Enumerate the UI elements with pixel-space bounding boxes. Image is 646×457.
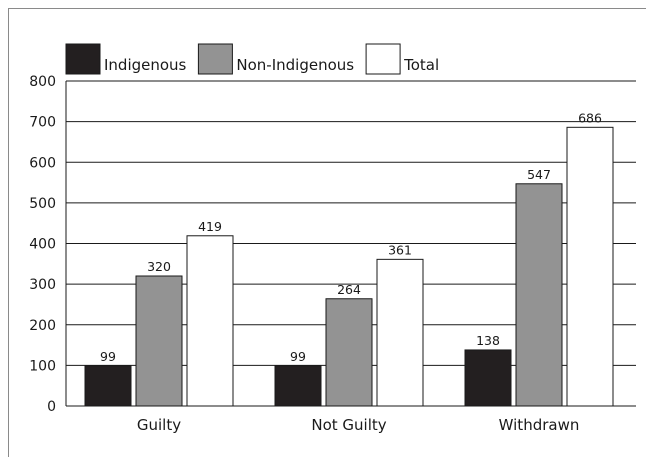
y-tick-label: 300	[29, 277, 56, 293]
y-tick-label: 0	[47, 399, 56, 415]
y-tick-label: 500	[29, 196, 56, 212]
data-label: 99	[100, 349, 116, 364]
bar-non-indigenous-not-guilty	[325, 298, 373, 407]
data-label: 99	[290, 349, 306, 364]
y-tick-label: 800	[29, 74, 56, 90]
y-tick-label: 600	[29, 155, 56, 171]
y-tick-label: 100	[29, 358, 56, 374]
data-label: 547	[527, 167, 551, 182]
chart-frame	[8, 8, 646, 457]
legend-swatch-indigenous	[65, 43, 101, 75]
data-label: 320	[147, 259, 171, 274]
x-tick-label: Not Guilty	[311, 416, 386, 434]
legend-label: Non-Indigenous	[236, 56, 354, 74]
data-labels: 99 320 419 99 264 361 138 547 686	[100, 110, 602, 363]
x-tick-label: Withdrawn	[499, 416, 580, 434]
bar-non-indigenous-guilty	[135, 275, 183, 407]
y-tick-label: 700	[29, 115, 56, 131]
data-label: 686	[578, 110, 602, 125]
legend-label: Indigenous	[104, 56, 187, 74]
data-label: 138	[476, 333, 500, 348]
data-label: 361	[388, 242, 412, 257]
x-tick-label: Guilty	[137, 416, 181, 434]
x-axis: Guilty Not Guilty Withdrawn	[137, 416, 579, 434]
legend: Indigenous Non-Indigenous Total	[65, 43, 439, 75]
legend-label: Total	[403, 56, 439, 74]
data-label: 264	[337, 282, 361, 297]
y-tick-label: 200	[29, 318, 56, 334]
bar-indigenous-not-guilty	[274, 365, 322, 407]
y-tick-label: 400	[29, 237, 56, 253]
bar-indigenous-withdrawn	[464, 349, 512, 407]
bar-total-not-guilty	[376, 258, 424, 407]
bars	[84, 126, 614, 407]
bar-total-guilty	[186, 235, 234, 407]
legend-swatch-total	[365, 43, 401, 75]
bar-non-indigenous-withdrawn	[515, 183, 563, 407]
legend-swatch-non-indigenous	[197, 43, 233, 75]
y-axis: 0 100 200 300 400 500 600 700 800	[29, 74, 67, 415]
bar-indigenous-guilty	[84, 365, 132, 407]
bar-total-withdrawn	[566, 126, 614, 407]
data-label: 419	[198, 219, 222, 234]
